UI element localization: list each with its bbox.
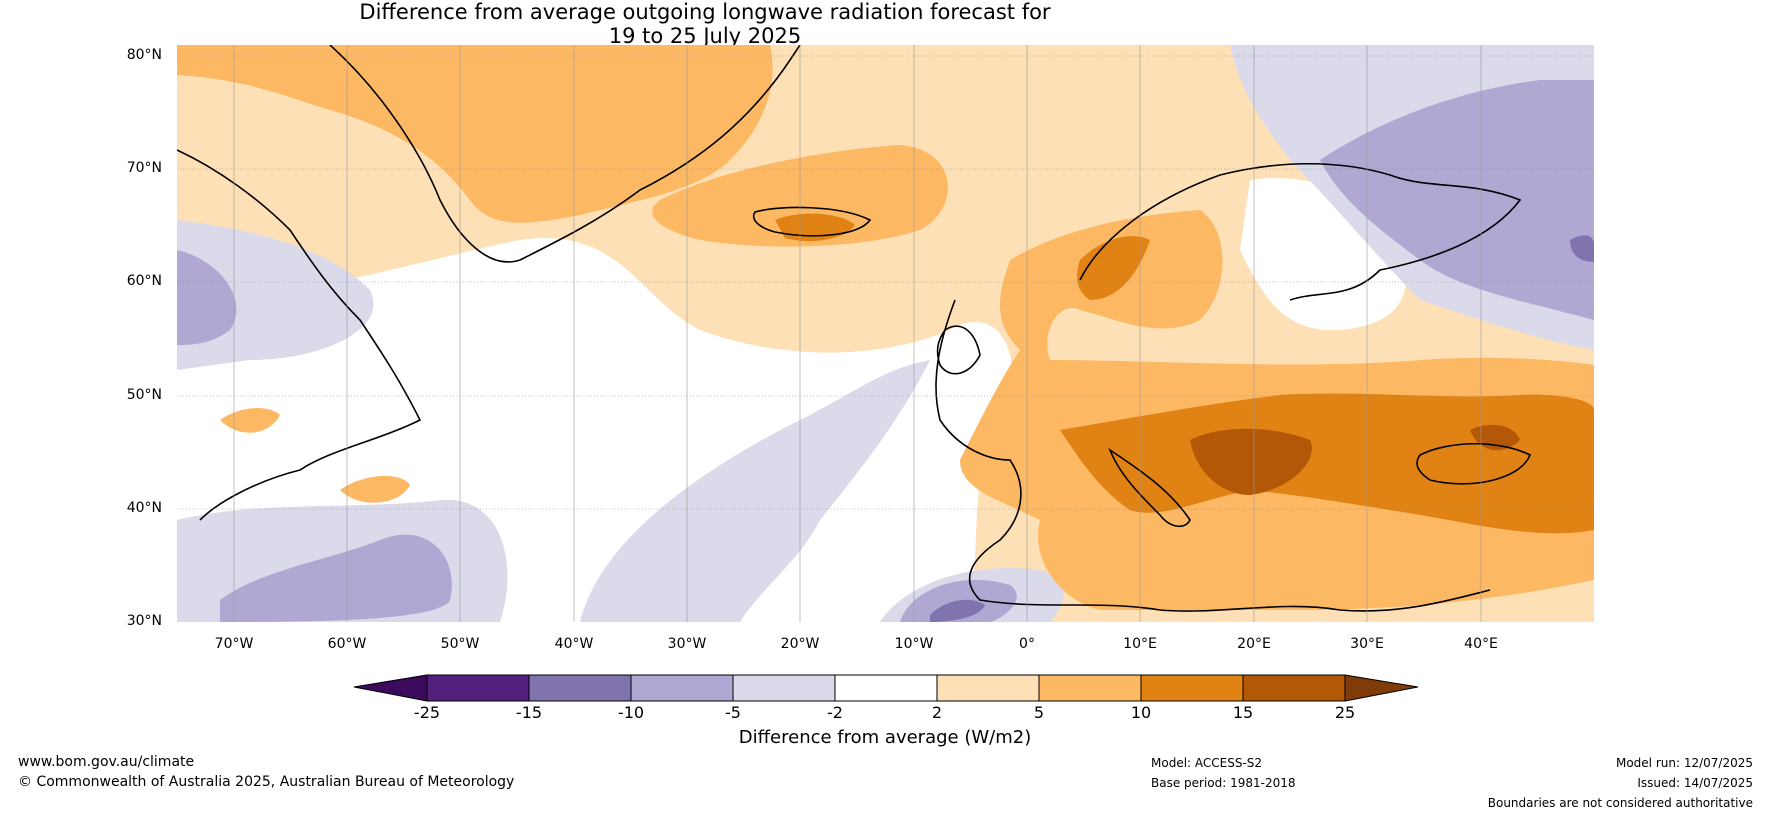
lon-label-10w: 10°W [894, 636, 934, 652]
colorbar-tick-10: 10 [1130, 703, 1152, 722]
negative-labrador [177, 250, 237, 345]
lat-label-40n: 40°N [126, 500, 162, 516]
lat-label-60n: 60°N [126, 273, 162, 289]
lon-label-0: 0° [1019, 636, 1035, 652]
colorbar-segment-8 [1140, 674, 1244, 702]
positive-atlantic-west [340, 475, 410, 503]
lon-label-40w: 40°W [554, 636, 594, 652]
coastlines [177, 45, 1532, 612]
colorbar-extend-low [353, 674, 428, 702]
latitude-gridlines [177, 55, 1594, 510]
colorbar-tick-minus2: -2 [827, 703, 843, 722]
colorbar-tick-minus15: -15 [515, 703, 543, 722]
lat-label-80n: 80°N [126, 47, 162, 63]
europe-coast [935, 299, 1491, 612]
model-run-text: Model run: 12/07/2025 [1615, 756, 1753, 770]
greenland-coast [329, 45, 801, 263]
lat-label-30n: 30°N [126, 613, 162, 629]
lat-label-70n: 70°N [126, 160, 162, 176]
title-line-2: 19 to 25 July 2025 [608, 24, 802, 48]
scandinavia-coast [1079, 162, 1522, 301]
colorbar-tick-5: 5 [1033, 703, 1045, 722]
lon-label-70w: 70°W [214, 636, 254, 652]
model-text: Model: ACCESS-S2 [1151, 756, 1263, 770]
negative-southwest [220, 534, 452, 622]
colorbar-segment-4 [732, 674, 836, 702]
strong-negative-africa [930, 599, 985, 622]
colorbar-tick-15: 15 [1232, 703, 1254, 722]
blacksea-coast [1416, 443, 1532, 485]
disclaimer-text: Boundaries are not considered authoritat… [1487, 796, 1753, 810]
colorbar-segment-6 [936, 674, 1040, 702]
issued-text: Issued: 14/07/2025 [1637, 776, 1753, 790]
lat-label-50n: 50°N [126, 387, 162, 403]
colorbar-tick-minus10: -10 [617, 703, 645, 722]
colorbar-extend-high [1344, 674, 1419, 702]
colorbar-segment-7 [1038, 674, 1142, 702]
colorbar-segment-9 [1242, 674, 1346, 702]
very-strong-positive-balkans [1190, 428, 1312, 495]
strong-positive-norway [1077, 236, 1150, 300]
colorbar [353, 674, 1419, 702]
lon-label-60w: 60°W [327, 636, 367, 652]
lon-label-20w: 20°W [780, 636, 820, 652]
colorbar-label: Difference from average (W/m2) [738, 727, 1032, 748]
lon-label-10e: 10°E [1123, 636, 1157, 652]
iceland-coast [753, 206, 872, 237]
slight-negative-atlantic [580, 360, 930, 622]
colorbar-tick-minus25: -25 [413, 703, 441, 722]
positive-greenland [177, 45, 773, 223]
copyright-text: © Commonwealth of Australia 2025, Austra… [18, 774, 515, 790]
strong-negative-russia [1570, 235, 1594, 262]
lon-label-20e: 20°E [1237, 636, 1271, 652]
title-line-1: Difference from average outgoing longwav… [359, 0, 1051, 24]
colorbar-segment-5 [834, 674, 938, 702]
labrador-coast [177, 149, 422, 521]
lon-label-30w: 30°W [667, 636, 707, 652]
lon-label-50w: 50°W [440, 636, 480, 652]
website-link[interactable]: www.bom.gov.au/climate [18, 754, 195, 770]
british-isles-coast [936, 325, 981, 375]
positive-newfoundland [220, 408, 280, 433]
map-fields [177, 45, 1594, 622]
longitude-gridlines [233, 45, 1482, 622]
negative-russia [1320, 80, 1594, 320]
lon-label-40e: 40°E [1464, 636, 1498, 652]
colorbar-tick-25: 25 [1334, 703, 1356, 722]
base-period-text: Base period: 1981-2018 [1151, 776, 1296, 790]
strong-positive-europe [1060, 393, 1594, 534]
italy-coast [1108, 447, 1191, 528]
colorbar-tick-2: 2 [931, 703, 943, 722]
colorbar-segment-1 [426, 674, 530, 702]
lon-label-30e: 30°E [1350, 636, 1384, 652]
colorbar-segment-3 [630, 674, 734, 702]
colorbar-tick-minus5: -5 [725, 703, 741, 722]
colorbar-segment-2 [528, 674, 632, 702]
chart-title: Difference from average outgoing longwav… [0, 0, 1410, 48]
